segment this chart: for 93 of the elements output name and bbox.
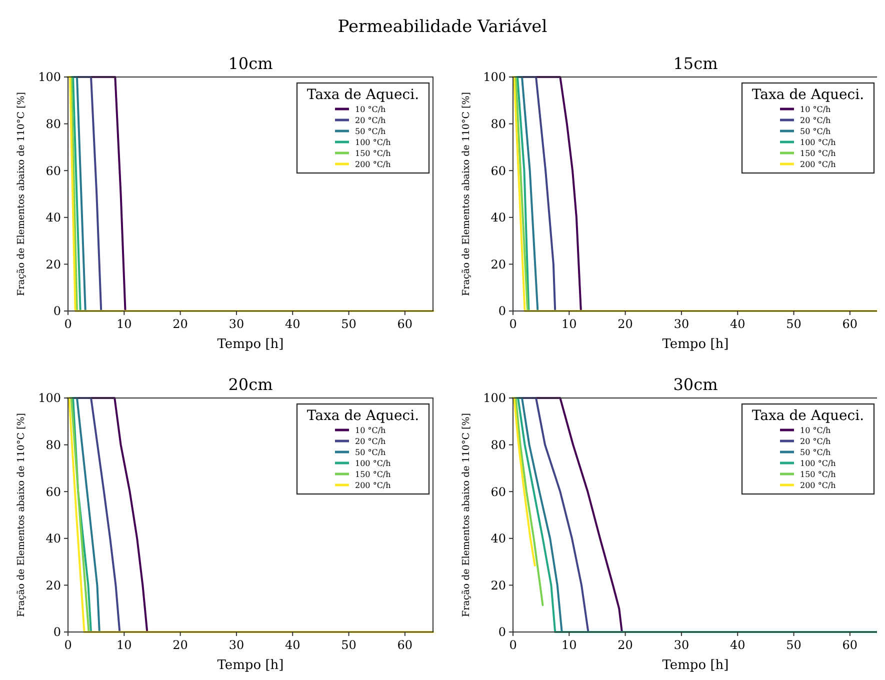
x-tick-label: 10 — [116, 317, 132, 331]
legend-label: 200 °C/h — [800, 160, 836, 169]
x-tick-label: 40 — [284, 317, 300, 331]
chart-title: 10cm — [228, 54, 273, 73]
x-tick-label: 30 — [228, 317, 244, 331]
y-tick-label: 40 — [490, 532, 506, 546]
x-tick-label: 30 — [228, 638, 244, 652]
chart-title: 20cm — [228, 375, 273, 394]
x-tick-label: 10 — [116, 638, 132, 652]
legend-label: 10 °C/h — [355, 104, 386, 114]
x-tick-label: 10 — [562, 317, 577, 331]
y-tick-label: 40 — [46, 532, 61, 546]
y-axis-title: Fração de Elementos abaixo de 110°C [%] — [461, 413, 472, 617]
legend-label: 50 °C/h — [355, 126, 386, 136]
y-tick-label: 100 — [38, 70, 61, 84]
x-axis-title: Tempo [h] — [662, 658, 729, 673]
x-tick-label: 50 — [341, 638, 356, 652]
legend-label: 10 °C/h — [800, 426, 831, 435]
legend-label: 20 °C/h — [355, 436, 386, 446]
x-tick-label: 50 — [786, 317, 802, 331]
x-tick-label: 40 — [284, 638, 300, 652]
legend-label: 100 °C/h — [800, 458, 836, 468]
y-tick-label: 0 — [498, 625, 506, 640]
y-tick-label: 100 — [38, 391, 61, 406]
legend-label: 150 °C/h — [355, 148, 391, 158]
y-tick-label: 20 — [46, 578, 61, 592]
legend-label: 200 °C/h — [355, 160, 391, 169]
x-tick-label: 0 — [509, 638, 517, 652]
y-tick-label: 60 — [490, 164, 506, 178]
legend-label: 50 °C/h — [355, 448, 386, 457]
chart-title: 15cm — [673, 54, 718, 73]
legend-label: 20 °C/h — [355, 116, 386, 125]
x-tick-label: 20 — [172, 638, 188, 652]
y-tick-label: 60 — [46, 484, 61, 499]
x-tick-label: 50 — [341, 317, 356, 331]
y-tick-label: 20 — [490, 578, 506, 592]
y-axis-title: Fração de Elementos abaixo de 110°C [%] — [461, 92, 472, 296]
x-tick-label: 60 — [842, 317, 858, 331]
y-tick-label: 80 — [490, 438, 506, 452]
x-tick-label: 30 — [674, 317, 690, 331]
x-axis-title: Tempo [h] — [662, 337, 729, 352]
y-tick-label: 60 — [46, 164, 61, 178]
legend-label: 50 °C/h — [800, 126, 831, 136]
y-tick-label: 20 — [46, 257, 61, 272]
legend-label: 10 °C/h — [355, 426, 386, 435]
legend-label: 50 °C/h — [800, 448, 831, 457]
y-tick-label: 60 — [490, 484, 506, 499]
legend-title: Taxa de Aqueci. — [306, 408, 420, 424]
x-tick-label: 40 — [730, 638, 746, 652]
legend-label: 200 °C/h — [355, 480, 391, 490]
y-tick-label: 20 — [490, 257, 506, 272]
x-tick-label: 60 — [397, 638, 413, 652]
y-axis-title: Fração de Elementos abaixo de 110°C [%] — [16, 413, 27, 617]
y-tick-label: 0 — [498, 304, 506, 318]
legend-title: Taxa de Aqueci. — [306, 87, 420, 103]
x-axis-title: Tempo [h] — [217, 337, 284, 352]
y-tick-label: 40 — [46, 210, 61, 225]
x-tick-label: 20 — [172, 317, 188, 331]
x-tick-label: 0 — [64, 638, 72, 652]
legend-label: 20 °C/h — [800, 436, 831, 446]
legend-label: 150 °C/h — [800, 148, 836, 158]
x-tick-label: 20 — [618, 638, 633, 652]
y-tick-label: 100 — [483, 391, 506, 406]
x-tick-label: 20 — [618, 317, 633, 331]
y-tick-label: 0 — [53, 304, 61, 318]
chart-title: 30cm — [673, 375, 718, 394]
y-axis-title: Fração de Elementos abaixo de 110°C [%] — [16, 92, 27, 296]
y-tick-label: 80 — [490, 117, 506, 131]
legend-label: 100 °C/h — [800, 138, 836, 147]
y-tick-label: 100 — [483, 70, 506, 84]
x-tick-label: 40 — [730, 317, 746, 331]
x-tick-label: 60 — [842, 638, 858, 652]
x-tick-label: 0 — [509, 317, 517, 331]
y-tick-label: 80 — [46, 117, 61, 131]
text: Permeabilidade Variável — [338, 17, 548, 37]
legend-label: 100 °C/h — [355, 138, 391, 147]
y-tick-label: 0 — [53, 625, 61, 640]
legend-label: 150 °C/h — [355, 470, 391, 479]
x-axis-title: Tempo [h] — [217, 658, 284, 673]
y-tick-label: 40 — [490, 210, 506, 225]
legend-title: Taxa de Aqueci. — [752, 408, 864, 424]
legend-label: 150 °C/h — [800, 470, 836, 479]
legend-label: 20 °C/h — [800, 116, 831, 125]
y-tick-label: 80 — [46, 438, 61, 452]
x-tick-label: 60 — [397, 317, 413, 331]
x-tick-label: 0 — [64, 317, 72, 331]
legend-label: 200 °C/h — [800, 480, 836, 490]
legend-title: Taxa de Aqueci. — [752, 87, 864, 103]
x-tick-label: 10 — [562, 638, 577, 652]
x-tick-label: 50 — [786, 638, 802, 652]
legend-label: 10 °C/h — [800, 104, 831, 114]
x-tick-label: 30 — [674, 638, 690, 652]
legend-label: 100 °C/h — [355, 458, 391, 468]
